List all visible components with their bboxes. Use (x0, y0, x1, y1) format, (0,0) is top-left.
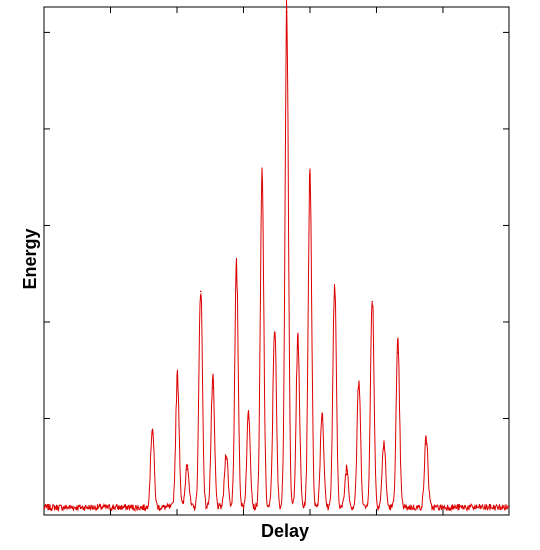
y-axis-ticks (44, 6, 509, 516)
peak-point-1 (176, 382, 179, 384)
peak-point-8 (261, 184, 263, 186)
peak-point-5 (225, 458, 228, 460)
peak-point-3 (199, 290, 202, 293)
peak-point-20 (425, 443, 428, 445)
series-line-0 (43, 0, 510, 513)
peak-point-19 (397, 351, 399, 354)
peak-point-12 (309, 173, 311, 176)
x-axis-ticks (43, 7, 510, 515)
peak-point-14 (333, 290, 336, 293)
peak-point-2 (186, 468, 189, 471)
peak-point-10 (285, 11, 288, 13)
peak-point-9 (273, 331, 276, 333)
x-axis-label: Delay (261, 521, 309, 541)
peak-point-4 (211, 387, 214, 389)
plot-frame (43, 6, 510, 516)
peak-point-7 (247, 417, 250, 420)
peak-point-17 (371, 300, 374, 303)
peak-point-6 (235, 275, 238, 278)
peak-point-11 (297, 346, 299, 349)
peak-point-18 (383, 448, 385, 450)
peak-point-0 (151, 432, 154, 435)
series-layer (43, 0, 510, 513)
peak-point-16 (358, 387, 360, 389)
peak-point-15 (345, 473, 348, 476)
y-axis-label: Energy (20, 228, 40, 289)
peak-point-13 (321, 417, 323, 420)
